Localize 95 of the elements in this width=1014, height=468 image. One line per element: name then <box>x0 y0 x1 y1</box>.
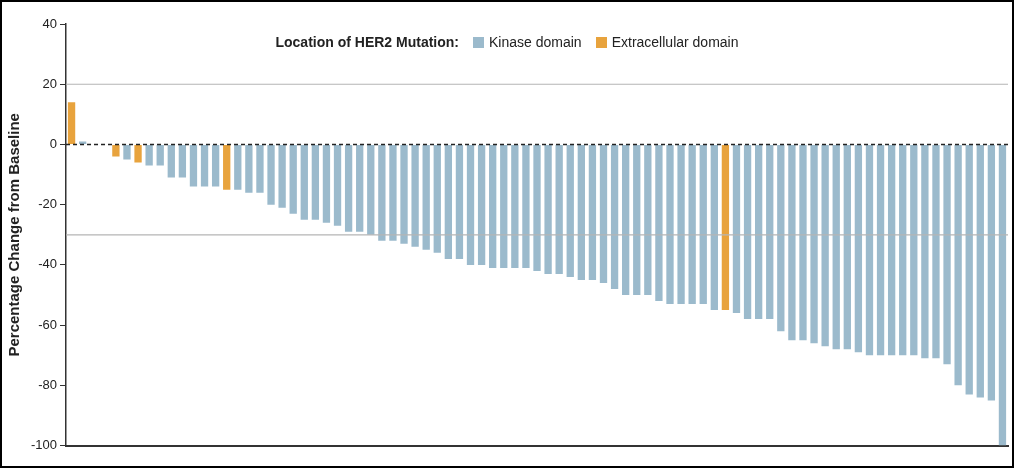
bar <box>367 144 375 235</box>
bar <box>477 144 486 265</box>
bar <box>123 144 131 160</box>
bar <box>910 144 918 356</box>
bar <box>954 144 962 386</box>
bar <box>899 144 907 356</box>
y-axis-title: Percentage Change from Baseline <box>5 113 23 357</box>
bar <box>466 144 475 265</box>
bar <box>921 144 929 359</box>
bar <box>289 144 297 214</box>
bar <box>655 144 663 302</box>
y-tick-label: -80 <box>38 376 58 392</box>
bar <box>932 144 940 359</box>
bar <box>865 144 874 356</box>
bar <box>333 144 342 226</box>
bar <box>533 144 541 271</box>
bar <box>245 144 253 193</box>
y-tick-label: 0 <box>49 136 58 152</box>
bar <box>799 144 807 341</box>
bar <box>489 144 497 268</box>
bar <box>965 144 973 395</box>
y-tick-label: -20 <box>38 196 58 212</box>
bar <box>854 144 863 353</box>
bar <box>788 144 796 341</box>
bar <box>400 144 408 244</box>
bar <box>755 144 763 320</box>
bar <box>644 144 652 296</box>
bar <box>278 144 286 208</box>
bar <box>555 144 563 274</box>
bar <box>322 144 331 223</box>
bar <box>777 144 785 332</box>
bar <box>633 144 641 296</box>
y-tick-label: -40 <box>38 256 58 272</box>
bar <box>566 144 574 277</box>
bar <box>112 144 120 157</box>
bar <box>666 144 674 305</box>
bar <box>810 144 818 344</box>
bar <box>544 144 552 274</box>
bar <box>78 141 87 144</box>
bar <box>943 144 951 365</box>
bar <box>444 144 453 259</box>
bar <box>344 144 353 232</box>
y-tick-label: -60 <box>38 316 58 332</box>
bar <box>300 144 308 220</box>
bar <box>67 102 76 144</box>
bar <box>721 144 730 311</box>
bar <box>267 144 275 205</box>
bar <box>588 144 597 280</box>
bar <box>422 144 430 250</box>
bar <box>688 144 696 305</box>
bar <box>411 144 419 247</box>
bar <box>976 144 984 398</box>
bar <box>178 144 187 178</box>
y-tick-label: 20 <box>42 75 58 91</box>
bar <box>500 144 508 268</box>
bar <box>433 144 441 253</box>
bar <box>511 144 519 268</box>
bar <box>821 144 829 347</box>
bar <box>832 144 840 350</box>
bar <box>743 144 752 320</box>
legend-label: Extracellular domain <box>611 34 739 50</box>
bar <box>710 144 718 311</box>
bar <box>876 144 885 356</box>
bar <box>200 144 209 187</box>
y-tick-label: -100 <box>30 437 58 453</box>
bar <box>256 144 264 193</box>
bar <box>522 144 530 268</box>
y-tick-label: 40 <box>42 15 58 31</box>
bar <box>622 144 630 296</box>
bar <box>843 144 851 350</box>
bar <box>699 144 707 305</box>
bar <box>311 144 320 220</box>
bar <box>156 144 164 166</box>
bar <box>234 144 242 190</box>
bar <box>211 144 220 187</box>
bar <box>577 144 585 280</box>
bar <box>998 144 1007 446</box>
bar <box>167 144 175 178</box>
bar <box>610 144 619 290</box>
bar <box>389 144 397 241</box>
bar <box>677 144 685 305</box>
bar <box>134 144 142 163</box>
bar <box>599 144 608 283</box>
bar <box>887 144 896 356</box>
bar <box>455 144 464 259</box>
bar <box>766 144 774 320</box>
bar <box>145 144 153 166</box>
bar <box>378 144 386 241</box>
bar <box>356 144 364 232</box>
legend-label: Kinase domain <box>489 34 582 50</box>
bar <box>732 144 741 314</box>
bar <box>223 144 231 190</box>
legend-title: Location of HER2 Mutation: <box>275 34 460 50</box>
bar <box>987 144 996 401</box>
bar <box>189 144 198 187</box>
